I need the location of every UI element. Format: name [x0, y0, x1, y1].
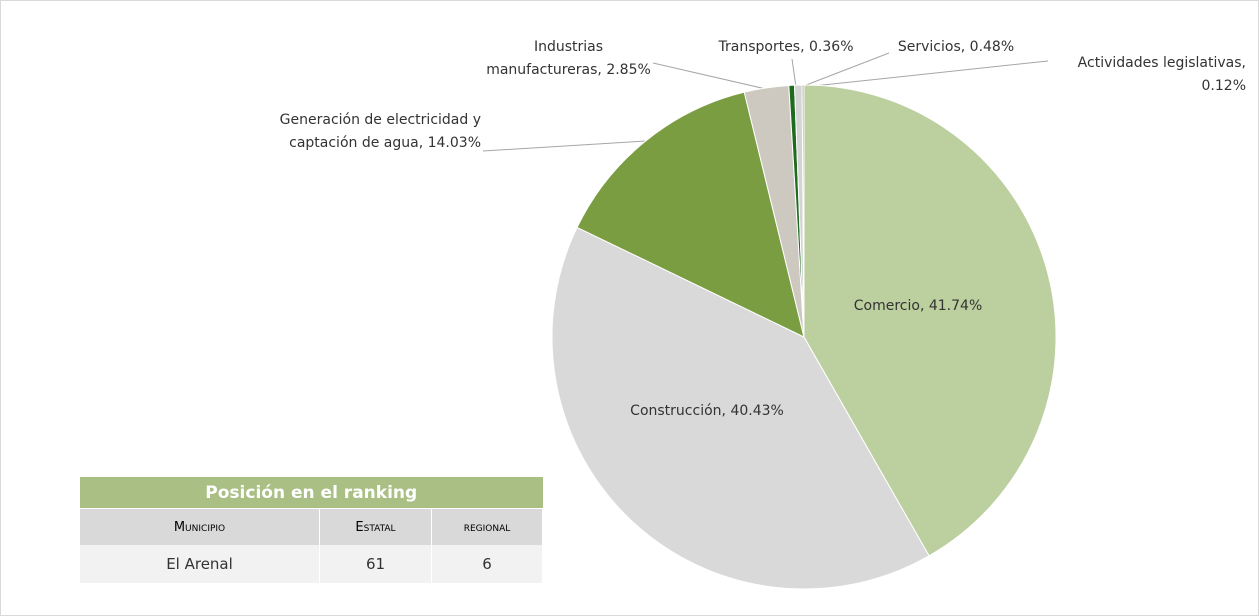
pie — [551, 84, 1057, 590]
table-cell: 6 — [431, 545, 543, 583]
slice-value: 41.74% — [928, 298, 983, 314]
slice-name: Generación de electricidad y captación d… — [279, 112, 481, 151]
table-header: Municipio — [80, 508, 320, 545]
slice-name: Comercio — [853, 298, 920, 314]
slice-value: 0.48% — [969, 39, 1015, 55]
slice-label: Actividades legislativas, 0.12% — [1077, 55, 1246, 94]
pie-slice — [551, 226, 930, 590]
slice-label: Transportes, 0.36% — [718, 39, 854, 55]
slice-value: 40.43% — [730, 403, 784, 419]
pie-slice — [576, 91, 805, 338]
slice-name: Construcción — [630, 403, 722, 419]
table-cell: El Arenal — [80, 545, 320, 583]
slice-name: Actividades legislativas — [1077, 55, 1242, 71]
leader-line — [800, 52, 890, 88]
pie-slice — [803, 84, 1057, 557]
slice-label: Industrias manufactureras, 2.85% — [486, 39, 651, 78]
pie-slice — [801, 84, 805, 338]
leader-line — [791, 58, 797, 88]
slice-name: Servicios — [897, 39, 961, 55]
slice-name: Transportes — [718, 39, 801, 55]
table-title: Posición en el ranking — [80, 477, 543, 509]
slice-value: 0.36% — [809, 39, 854, 55]
slice-value: 2.85% — [606, 62, 651, 78]
slice-label: Construcción, 40.43% — [630, 403, 784, 419]
slice-value: 14.03% — [427, 135, 481, 151]
slice-label: Servicios, 0.48% — [897, 39, 1015, 55]
table-header: regional — [431, 508, 543, 545]
slice-label: Comercio, 41.74% — [853, 298, 983, 314]
ranking-table: Posición en el ranking Municipio Estatal… — [80, 477, 543, 583]
leader-line — [482, 140, 647, 152]
slice-label: Generación de electricidad y captación d… — [279, 112, 481, 151]
leader-line — [652, 62, 767, 90]
table-header: Estatal — [319, 508, 432, 545]
leader-line — [803, 60, 1049, 88]
slice-name: Industrias manufactureras — [486, 39, 604, 78]
table-cell: 61 — [319, 545, 432, 583]
slice-value: 0.12% — [1201, 78, 1246, 94]
leader-lines — [482, 52, 1049, 152]
